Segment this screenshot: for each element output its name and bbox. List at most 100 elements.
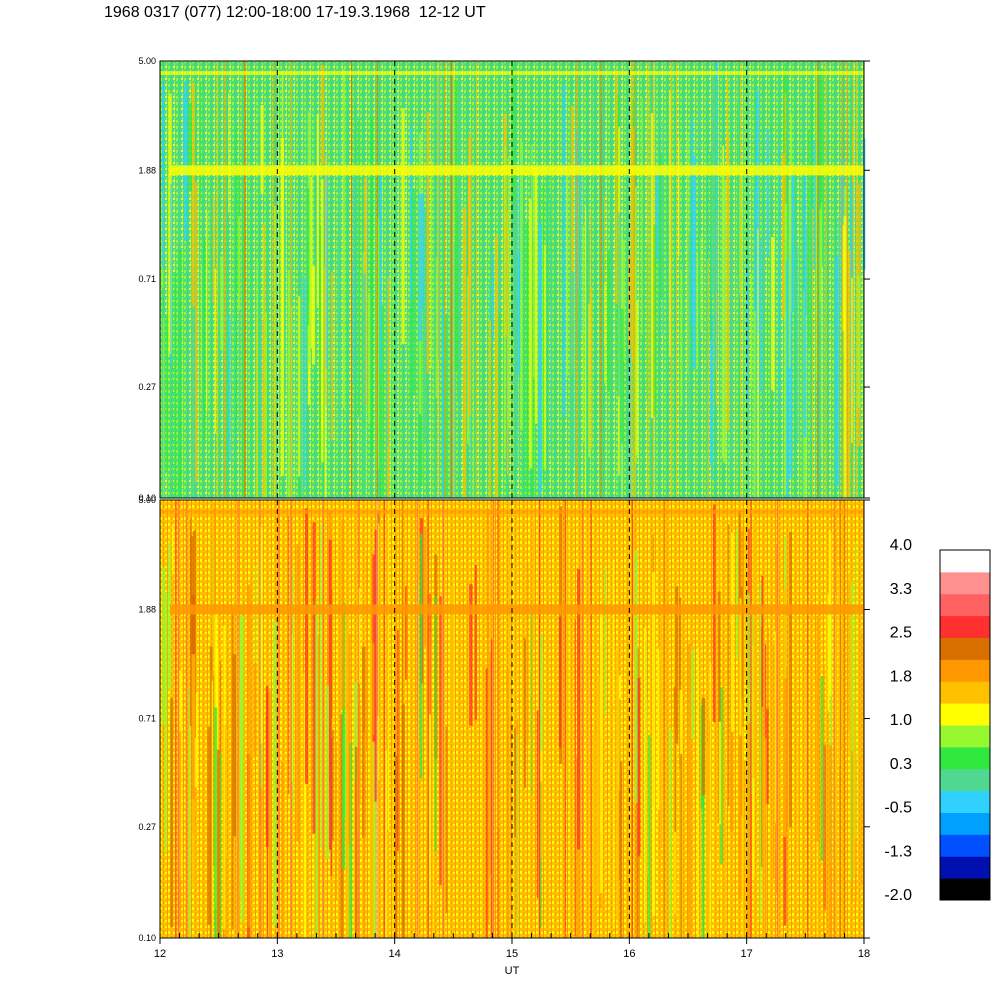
spectrum-streak	[498, 312, 501, 498]
spectrum-streak	[775, 544, 778, 894]
spectrum-streak	[525, 222, 529, 498]
spectrum-streak	[453, 577, 455, 790]
spectrum-line	[175, 500, 177, 938]
spectrum-streak	[191, 82, 195, 307]
spectrum-streak	[789, 253, 793, 478]
spectrum-streak	[835, 256, 839, 486]
spectrum-streak	[592, 733, 596, 938]
y-tick-label: 0.27	[138, 382, 156, 392]
spectrum-streak	[239, 658, 242, 865]
spectrum-streak	[331, 589, 333, 718]
spectrum-streak	[217, 749, 220, 938]
spectrum-streak	[282, 70, 284, 350]
spectrum-streak	[811, 208, 813, 498]
spectrum-streak	[838, 566, 841, 767]
spectrum-streak	[773, 644, 775, 879]
spectrum-line	[216, 61, 219, 498]
y-tick-label: 5.00	[138, 56, 156, 66]
spectrum-streak	[830, 602, 833, 866]
spectrum-streak	[723, 180, 726, 463]
spectrum-streak	[566, 174, 569, 376]
spectrum-streak	[763, 738, 767, 938]
spectrum-streak	[709, 663, 712, 938]
spectrum-streak	[309, 177, 313, 349]
spectrum-streak	[536, 710, 539, 899]
spectrum-streak	[719, 687, 723, 864]
spectrum-line	[383, 500, 386, 938]
spectrum-streak	[288, 516, 290, 795]
spectrum-streak	[620, 308, 624, 444]
spectrum-streak	[589, 210, 591, 372]
spectrum-streak	[848, 572, 852, 755]
spectrum-streak	[463, 207, 467, 498]
spectrum-line	[647, 61, 649, 498]
spectrum-streak	[363, 732, 366, 938]
spectrum-streak	[784, 203, 788, 494]
spectrum-streak	[582, 226, 585, 444]
spectrum-line	[631, 500, 633, 938]
spectrum-streak	[387, 500, 389, 831]
spectrum-streak	[687, 132, 689, 373]
colorbar-segment	[940, 681, 990, 704]
spectrum-streak	[236, 124, 238, 431]
spectrum-streak	[604, 567, 607, 715]
spectrum-line	[807, 500, 809, 938]
spectrum-streak	[851, 277, 853, 444]
spectrum-streak	[789, 531, 792, 827]
spectrum-streak	[190, 269, 195, 498]
spectrum-streak	[701, 698, 705, 938]
spectrum-streak	[673, 727, 675, 938]
spectrum-streak	[779, 145, 781, 411]
spectrum-streak	[701, 697, 706, 796]
spectrum-streak	[264, 312, 267, 498]
spectrum-streak	[538, 221, 542, 493]
spectrum-streak	[445, 726, 448, 913]
colorbar-tick-label: 1.8	[890, 668, 912, 685]
x-tick-label: 16	[623, 948, 635, 960]
spectrum-streak	[597, 675, 600, 896]
spectrum-streak	[628, 255, 632, 349]
spectrum-streak	[786, 260, 789, 498]
spectrum-streak	[454, 80, 458, 373]
spectrum-streak	[492, 252, 495, 341]
spectrum-streak	[395, 755, 398, 938]
spectrum-streak	[434, 595, 437, 852]
spectrum-streak	[220, 699, 223, 801]
spectrum-streak	[450, 586, 454, 735]
spectrum-line	[841, 61, 843, 498]
spectrum-streak	[857, 275, 861, 408]
spectrum-streak	[533, 176, 535, 378]
spectrum-streak	[489, 652, 492, 874]
spectrum-streak	[417, 584, 419, 742]
colorbar-tick-label: 1.0	[890, 712, 912, 729]
spectrum-streak	[188, 102, 192, 192]
spectrum-streak	[468, 177, 470, 307]
spectrum-line	[675, 61, 678, 498]
spectrum-streak	[292, 566, 294, 813]
spectrum-line	[452, 61, 455, 498]
spectrum-streak	[839, 627, 843, 749]
spectrum-streak	[803, 175, 807, 438]
spectrum-line	[322, 500, 324, 938]
spectrum-streak	[474, 565, 477, 721]
spectrum-streak	[514, 728, 516, 838]
spectrum-streak	[353, 174, 355, 386]
spectrum-streak	[328, 539, 332, 850]
spectrum-line	[750, 500, 752, 938]
colorbar-tick-label: -2.0	[884, 887, 912, 904]
spectrum-streak	[177, 731, 182, 927]
spectrum-streak	[468, 138, 471, 415]
spectrum-streak	[571, 271, 575, 467]
y-tick-label: 1.88	[138, 165, 156, 175]
spectrum-streak	[841, 225, 846, 331]
spectrum-streak	[529, 198, 532, 469]
colorbar-tick-label: 4.0	[890, 537, 912, 554]
spectrum-streak	[650, 113, 654, 419]
spectrum-streak	[367, 292, 371, 424]
spectrum-streak	[429, 594, 431, 715]
spectrum-streak	[833, 595, 838, 854]
spectrum-streak	[274, 205, 276, 498]
spectrum-streak	[441, 308, 444, 498]
spectrum-streak	[340, 714, 344, 938]
spectrum-streak	[260, 105, 264, 195]
